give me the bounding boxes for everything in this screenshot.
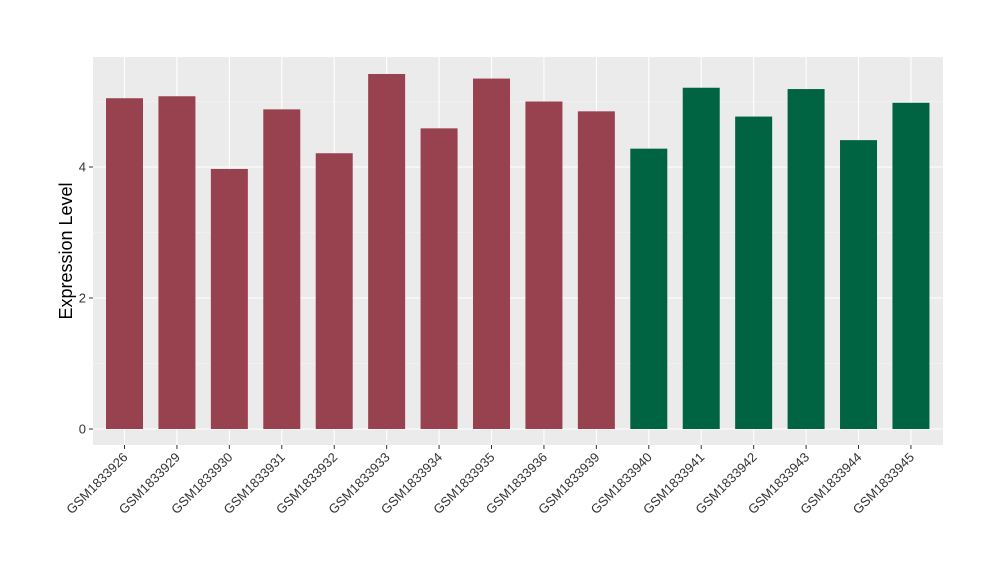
- bar: [263, 109, 301, 430]
- bar: [682, 87, 720, 430]
- bar: [210, 168, 248, 429]
- y-tick-label: 4: [79, 160, 86, 175]
- bar: [840, 140, 878, 429]
- bar: [525, 101, 563, 429]
- x-axis: GSM1833926GSM1833929GSM1833930GSM1833931…: [63, 445, 917, 517]
- y-axis-title: Expression Level: [56, 182, 76, 319]
- bar: [577, 111, 615, 429]
- y-tick-label: 2: [79, 291, 86, 306]
- bar: [315, 153, 353, 429]
- y-axis: 0 2 4: [79, 160, 93, 437]
- bar: [630, 148, 668, 429]
- bar: [892, 102, 930, 429]
- bar: [158, 96, 196, 429]
- bar: [420, 128, 458, 430]
- bar: [473, 78, 511, 429]
- bar: [735, 116, 773, 429]
- bars: [106, 73, 930, 430]
- bar: [368, 73, 406, 430]
- y-tick-label: 0: [79, 422, 86, 437]
- bar: [787, 89, 825, 430]
- bar: [106, 98, 143, 429]
